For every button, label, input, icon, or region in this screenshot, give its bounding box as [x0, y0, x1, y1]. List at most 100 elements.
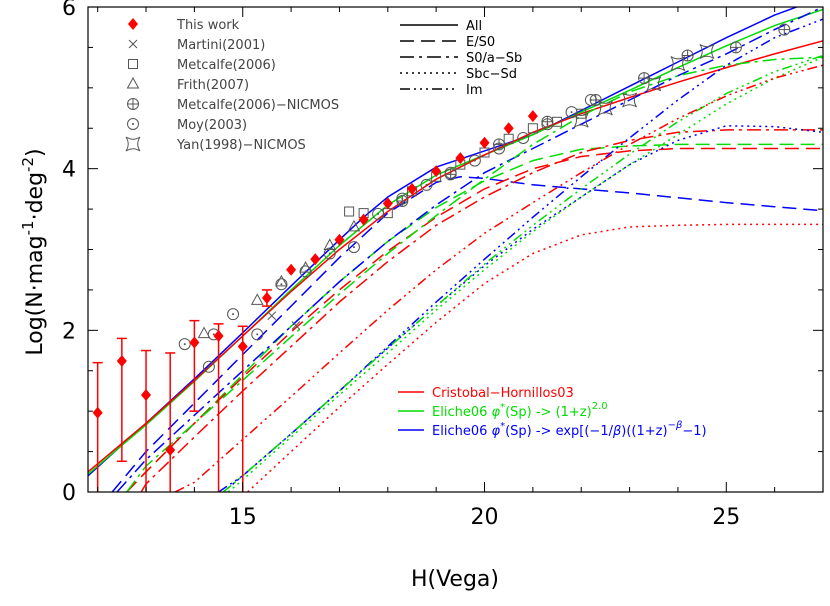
model-legend-eliche-exp: Eliche06 φ*(Sp) -> exp[(−1/β)((1+z)−β−1): [398, 420, 707, 439]
dot-shape: [132, 123, 134, 125]
model-legend-text-blue: Eliche06 φ*(Sp) -> exp[(−1/β)((1+z)−β−1): [432, 420, 707, 439]
moy-point: [347, 241, 360, 254]
plus-shape: [730, 41, 742, 53]
model-legend-text-red: Cristobal−Hornillos03: [432, 386, 574, 401]
square-shape: [344, 206, 355, 217]
moy-point: [517, 131, 530, 144]
axis-ticks: 15 20 25 0 2 4 6: [62, 0, 824, 530]
circle-shape: [541, 118, 554, 131]
moy-point: [178, 338, 191, 351]
star-shape: [646, 76, 662, 92]
this-work-point: [406, 182, 417, 195]
metcalfe-nicmos-point: [681, 49, 694, 62]
type-legend-label: E/S0: [466, 35, 495, 50]
moy-point: [493, 142, 506, 155]
y-tick-label: 4: [62, 158, 76, 183]
type-legend-label: All: [466, 19, 482, 34]
y-label-exp2: -2: [19, 157, 37, 172]
star-shape: [573, 112, 589, 128]
dot-shape: [473, 159, 476, 162]
model-legend-cristobal: Cristobal−Hornillos03: [398, 386, 574, 401]
cross-shape: [267, 311, 277, 321]
metcalfe-nicmos-point: [729, 41, 742, 54]
type-legend-label: S0/a−Sb: [466, 51, 522, 66]
circle-shape: [323, 247, 336, 260]
dot-shape: [498, 147, 501, 150]
circle-shape: [347, 241, 360, 254]
frith-point: [250, 293, 264, 305]
yan-point: [622, 92, 638, 108]
model-curve-green-dashdotdotdot: [222, 54, 823, 492]
cross-shape: [291, 321, 301, 330]
metcalfe-nicmos-point: [778, 23, 791, 36]
model-curve-red-dash: [126, 147, 823, 492]
obs-legend-marker: [128, 18, 138, 30]
dot-shape: [280, 283, 283, 286]
circle-shape: [420, 178, 433, 191]
plus-shape: [778, 24, 790, 36]
this-work-point: [165, 443, 176, 456]
moy-point: [444, 166, 457, 179]
x-axis-label: H(Vega): [411, 567, 499, 592]
this-work-point: [141, 389, 152, 401]
this-work-point: [431, 165, 442, 178]
moy-point: [202, 360, 215, 373]
star-shape: [125, 136, 141, 152]
dot-shape: [207, 365, 210, 368]
yan-point: [597, 100, 613, 116]
dot-shape: [232, 313, 235, 316]
diamond-shape: [431, 165, 442, 178]
circle-shape: [517, 131, 530, 144]
y-tick-label: 6: [62, 0, 76, 21]
moy-point: [420, 178, 433, 191]
circle-shape: [202, 360, 215, 373]
diamond-shape: [455, 152, 466, 165]
yan-point: [699, 44, 715, 59]
circle-shape: [584, 93, 597, 106]
yan-point: [646, 76, 662, 92]
dot-shape: [546, 123, 549, 126]
circle-shape: [227, 308, 240, 321]
obs-legend-marker: [128, 59, 138, 69]
star-shape: [670, 56, 686, 72]
star-shape: [699, 44, 715, 59]
dot-shape: [212, 333, 215, 336]
circle-shape: [372, 207, 385, 220]
triangle-shape: [250, 293, 264, 305]
obs-legend-marker: [128, 39, 138, 49]
x-tick-label: 20: [471, 505, 499, 530]
frith-point: [347, 219, 361, 232]
x-tick-label: 25: [712, 505, 740, 530]
obs-legend-label: This work: [176, 18, 240, 33]
dot-shape: [304, 270, 307, 273]
obs-legend-label: Yan(1998)−NICMOS: [176, 138, 306, 153]
observations-legend: This work Martini(2001) Metcalfe(2006) Frit…: [125, 18, 339, 153]
obs-legend-label: Frith(2007): [177, 78, 249, 93]
star-shape: [597, 100, 613, 116]
this-work-point: [503, 122, 514, 135]
moy-point: [584, 93, 597, 106]
diamond-shape: [310, 253, 321, 266]
x-tick-label: 15: [229, 505, 257, 530]
frith-point: [323, 238, 337, 250]
type-legend-label: Sbc−Sd: [466, 67, 517, 82]
plus-shape: [127, 98, 139, 110]
plot-layer: [88, 7, 823, 492]
triangle-shape: [197, 326, 211, 339]
diamond-shape: [116, 355, 127, 368]
moy-point: [299, 265, 312, 278]
square-shape: [128, 59, 138, 69]
y-tick-label: 2: [62, 319, 76, 344]
dot-shape: [328, 252, 331, 255]
model-legend-text-green: Eliche06 φ*(Sp) -> (1+z)2.0: [432, 401, 608, 420]
diamond-shape: [382, 197, 393, 210]
y-tick-label: 0: [62, 481, 76, 506]
moy-point: [565, 106, 578, 119]
model-legend-eliche-powerlaw: Eliche06 φ*(Sp) -> (1+z)2.0: [398, 401, 608, 420]
diamond-shape: [334, 233, 345, 246]
diamond-shape: [358, 213, 369, 226]
model-curve-green-dash: [126, 143, 823, 492]
triangle-shape: [323, 238, 337, 250]
diamond-shape: [165, 443, 176, 456]
dot-shape: [589, 98, 592, 101]
